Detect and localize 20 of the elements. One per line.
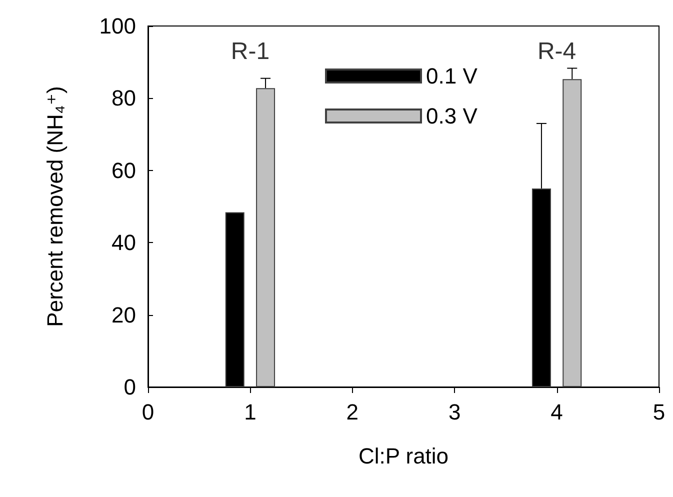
x-tick-label: 4 <box>550 400 563 424</box>
x-tick-label: 2 <box>346 400 359 424</box>
legend-label: 0.1 V <box>426 64 478 88</box>
y-tick-label: 0 <box>124 374 136 400</box>
bar <box>562 79 582 387</box>
y-tick-label: 100 <box>99 14 136 38</box>
annotation: R-4 <box>537 38 576 65</box>
x-tick-label: 0 <box>142 400 154 424</box>
y-tick-label: 40 <box>112 230 136 256</box>
x-tick-label: 3 <box>448 400 461 424</box>
y-tick-label: 80 <box>112 86 136 111</box>
y-tick-label: 20 <box>112 302 136 328</box>
bar <box>256 88 276 387</box>
annotation: R-1 <box>230 38 270 65</box>
x-tick-label: 1 <box>244 400 256 424</box>
y-axis-title: Percent removed (NH₄⁺) <box>42 86 68 327</box>
x-axis-title: Cl:P ratio <box>358 444 449 468</box>
x-tick-label: 5 <box>652 400 666 424</box>
legend-label: 0.3 V <box>426 104 478 128</box>
y-tick-label: 60 <box>112 158 136 183</box>
